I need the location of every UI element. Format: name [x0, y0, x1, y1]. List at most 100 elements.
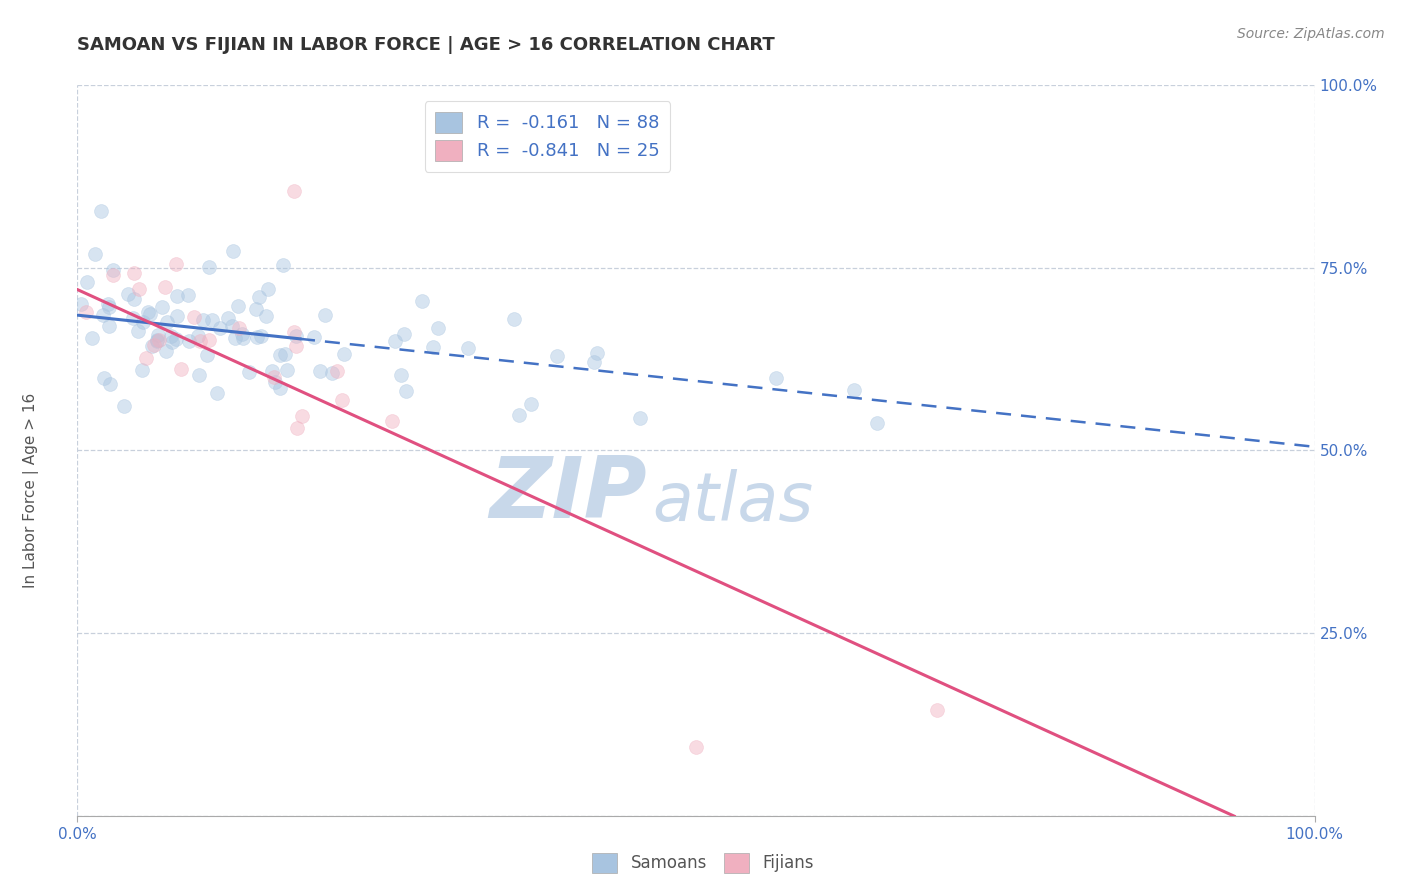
Point [333, 347, 356, 361]
Point [177, 288, 200, 302]
Point [156, 314, 179, 328]
Point [142, 338, 165, 352]
Point [91, 308, 114, 322]
Point [75, 305, 97, 319]
Point [321, 366, 343, 380]
Point [685, 739, 707, 754]
Legend: R =  -0.161   N = 88, R =  -0.841   N = 25: R = -0.161 N = 88, R = -0.841 N = 25 [425, 101, 671, 171]
Point [170, 362, 193, 376]
Point [260, 364, 283, 378]
Point [166, 309, 188, 323]
Point [127, 325, 149, 339]
Point [98, 377, 121, 392]
Point [93, 370, 115, 384]
Point [247, 290, 270, 304]
Text: atlas: atlas [652, 468, 814, 534]
Point [422, 340, 444, 354]
Point [842, 383, 865, 397]
Point [284, 339, 307, 353]
Point [221, 318, 243, 333]
Point [97, 297, 120, 311]
Point [285, 421, 308, 435]
Point [274, 347, 297, 361]
Point [865, 416, 887, 430]
Point [166, 288, 188, 302]
Point [238, 365, 260, 379]
Point [519, 397, 541, 411]
Point [165, 332, 187, 346]
Point [302, 330, 325, 344]
Point [314, 308, 336, 322]
Point [226, 299, 249, 313]
Point [150, 300, 173, 314]
Point [197, 260, 219, 274]
Point [97, 318, 120, 333]
Point [84, 247, 107, 261]
Point [309, 364, 332, 378]
Point [427, 320, 450, 334]
Point [117, 286, 139, 301]
Point [325, 364, 347, 378]
Point [155, 280, 177, 294]
Point [193, 313, 215, 327]
Point [136, 305, 159, 319]
Point [546, 350, 568, 364]
Point [135, 351, 157, 365]
Point [257, 282, 280, 296]
Point [90, 204, 112, 219]
Point [217, 310, 239, 325]
Point [128, 282, 150, 296]
Point [228, 321, 250, 335]
Point [250, 328, 273, 343]
Point [103, 263, 125, 277]
Point [197, 333, 219, 347]
Point [82, 331, 104, 345]
Point [290, 409, 312, 423]
Point [195, 348, 218, 362]
Point [765, 371, 787, 385]
Point [927, 703, 949, 717]
Point [503, 311, 526, 326]
Point [155, 344, 177, 359]
Text: SAMOAN VS FIJIAN IN LABOR FORCE | AGE > 16 CORRELATION CHART: SAMOAN VS FIJIAN IN LABOR FORCE | AGE > … [77, 36, 775, 54]
Point [269, 381, 291, 395]
Point [165, 256, 187, 270]
Point [245, 302, 267, 317]
Legend: Samoans, Fijians: Samoans, Fijians [586, 847, 820, 880]
Point [384, 334, 406, 349]
Point [392, 327, 415, 342]
Point [103, 268, 125, 282]
Point [231, 326, 253, 341]
Text: ZIP: ZIP [489, 453, 647, 536]
Point [183, 310, 205, 325]
Point [76, 275, 98, 289]
Point [146, 328, 169, 343]
Point [332, 392, 354, 407]
Point [508, 408, 530, 422]
Point [269, 348, 291, 362]
Point [457, 341, 479, 355]
Point [224, 331, 246, 345]
Point [148, 334, 170, 348]
Point [188, 334, 211, 349]
Point [222, 244, 245, 258]
Point [70, 296, 93, 310]
Point [187, 368, 209, 382]
Text: In Labor Force | Age > 16: In Labor Force | Age > 16 [22, 393, 39, 588]
Point [122, 292, 145, 306]
Point [264, 376, 287, 390]
Point [283, 184, 305, 198]
Point [141, 339, 163, 353]
Point [276, 363, 298, 377]
Point [122, 311, 145, 326]
Point [394, 384, 416, 398]
Point [285, 329, 308, 343]
Point [139, 307, 162, 321]
Point [160, 335, 183, 350]
Point [283, 326, 305, 340]
Point [389, 368, 412, 383]
Point [112, 400, 135, 414]
Point [146, 334, 169, 348]
Point [411, 293, 433, 308]
Point [232, 331, 254, 345]
